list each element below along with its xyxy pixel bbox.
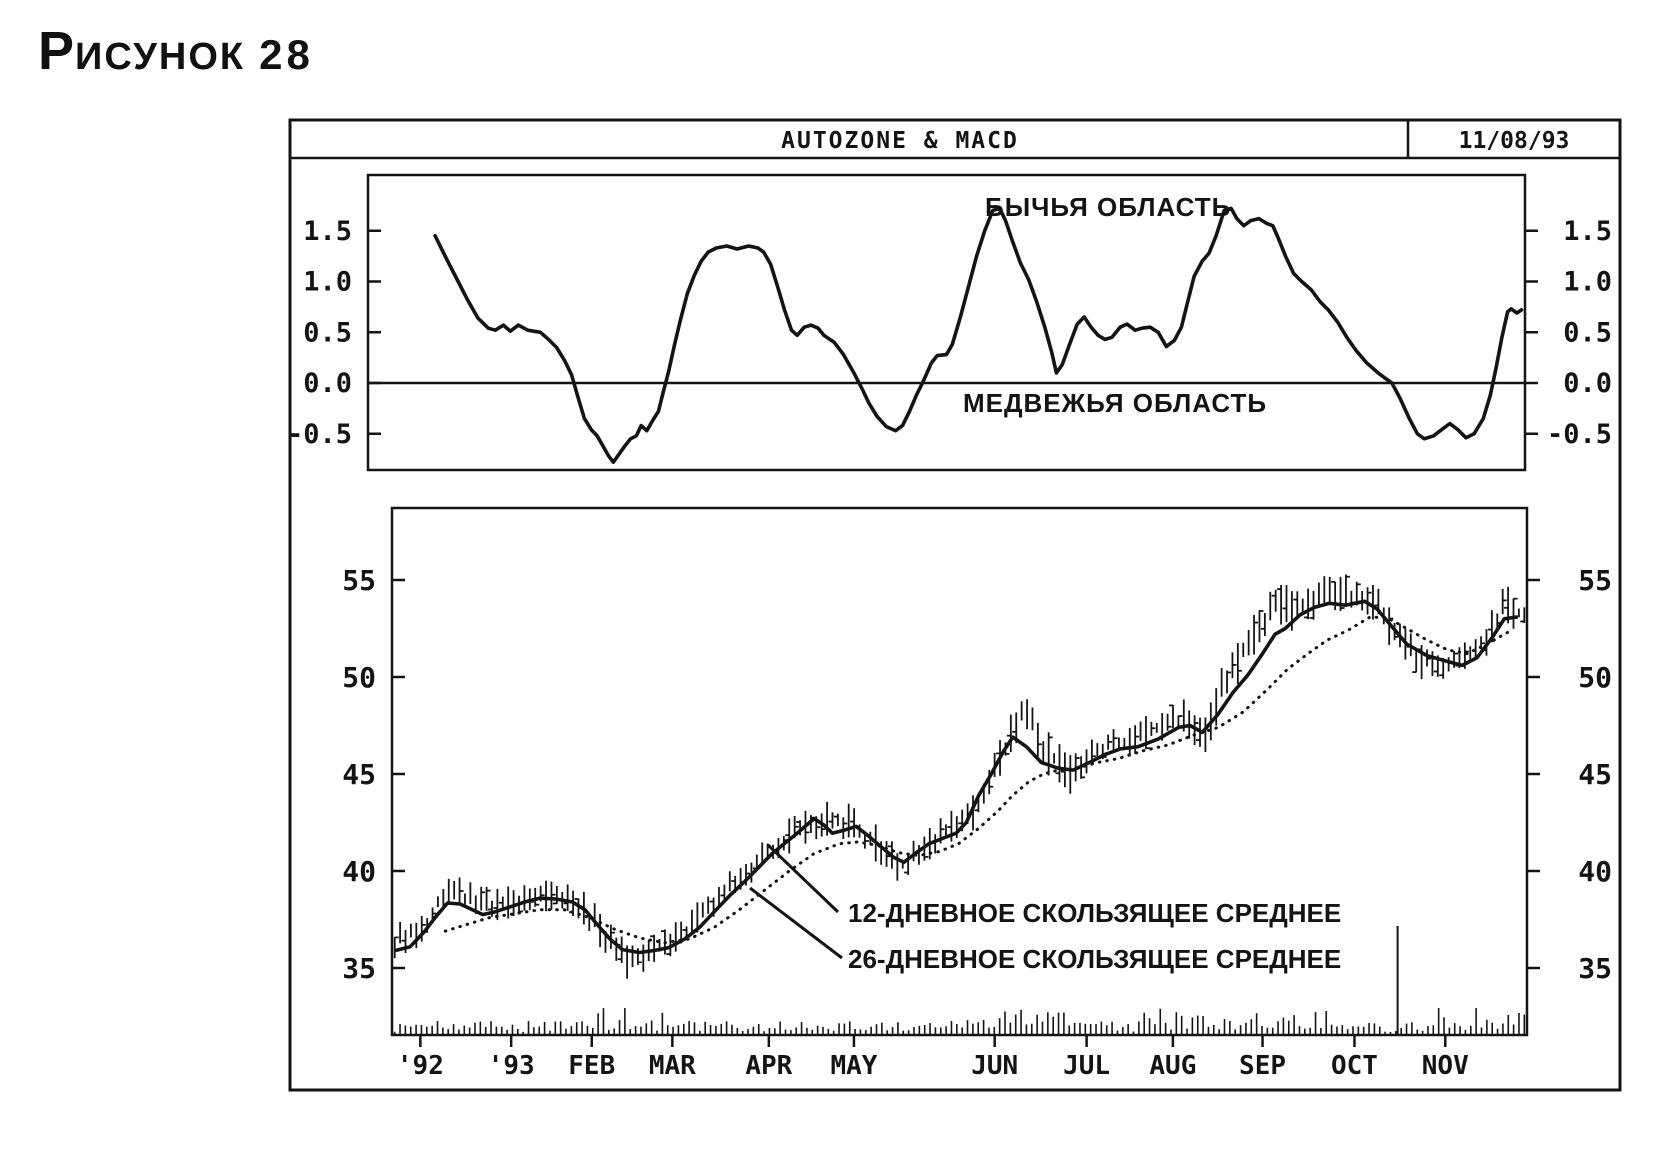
- month-label: MAR: [649, 1051, 696, 1081]
- macd-y-label-right: 0.5: [1563, 317, 1612, 348]
- ma26-line: [443, 615, 1513, 945]
- ma12-pointer-line: [766, 843, 840, 914]
- month-label: '93: [488, 1051, 535, 1081]
- price-y-label-left: 50: [342, 661, 376, 694]
- ma12-label: 12-ДНЕВНОЕ СКОЛЬЗЯЩЕЕ СРЕДНЕЕ: [848, 898, 1341, 928]
- macd-y-label-right: -0.5: [1547, 419, 1612, 450]
- bullish-area-label: БЫЧЬЯ ОБЛАСТЬ: [985, 192, 1231, 222]
- price-y-label-right: 50: [1578, 661, 1612, 694]
- month-label: MAY: [830, 1051, 877, 1081]
- month-label: '92: [397, 1051, 444, 1081]
- figure-title-initial: Р: [38, 21, 76, 81]
- price-y-label-right: 45: [1578, 758, 1612, 791]
- ma26-label: 26-ДНЕВНОЕ СКОЛЬЗЯЩЕЕ СРЕДНЕЕ: [848, 944, 1341, 974]
- chart-date: 11/08/93: [1459, 128, 1570, 154]
- macd-y-label-left: 0.5: [303, 317, 352, 348]
- macd-panel-border: [366, 173, 1527, 472]
- price-y-label-left: 55: [342, 564, 376, 597]
- price-y-label-right: 40: [1578, 855, 1612, 888]
- macd-y-label-left: -0.5: [287, 419, 352, 450]
- macd-y-label-right: 0.0: [1563, 368, 1612, 399]
- figure-title-word: ИСУНОК: [75, 36, 246, 78]
- figure-number: 28: [259, 31, 314, 78]
- price-y-label-left: 35: [342, 952, 376, 985]
- price-y-label-left: 45: [342, 758, 376, 791]
- volume-hash-marks: [393, 926, 1526, 1034]
- figure-border: [288, 118, 1622, 1092]
- ma26-pointer-line: [749, 886, 843, 960]
- ma12-line: [394, 599, 1519, 955]
- macd-y-label-left: 1.5: [303, 216, 352, 247]
- month-label: NOV: [1422, 1051, 1469, 1081]
- price-y-label-left: 40: [342, 855, 376, 888]
- month-label: AUG: [1149, 1051, 1196, 1081]
- month-label: JUN: [971, 1051, 1018, 1081]
- bearish-area-label: МЕДВЕЖЬЯ ОБЛАСТЬ: [963, 388, 1267, 418]
- price-panel-border: [390, 506, 1529, 1037]
- macd-y-label-left: 0.0: [303, 368, 352, 399]
- month-label: FEB: [568, 1051, 615, 1081]
- price-y-label-right: 55: [1578, 564, 1612, 597]
- month-label: SEP: [1239, 1051, 1286, 1081]
- month-label: OCT: [1331, 1051, 1378, 1081]
- macd-y-label-right: 1.5: [1563, 216, 1612, 247]
- month-label: JUL: [1063, 1051, 1110, 1081]
- chart-title: AUTOZONE & MACD: [781, 128, 1019, 154]
- price-axis-ticks: 55 55 50 50 45 45 40 40 35 35 '92 '93 FEB MAR APR MAY JU…: [342, 564, 1612, 1081]
- macd-axis-ticks: 1.5 1.5 1.0 1.0 0.5 0.5 0.0 0.0 -0.5 -0.5: [287, 216, 1612, 450]
- macd-line: [433, 206, 1524, 465]
- macd-y-label-left: 1.0: [303, 267, 352, 298]
- month-label: APR: [745, 1051, 792, 1081]
- macd-y-label-right: 1.0: [1563, 267, 1612, 298]
- figure-title: Р ИСУНОК 28: [38, 20, 314, 82]
- price-y-label-right: 35: [1578, 952, 1612, 985]
- moving-average-lines: [394, 599, 1519, 955]
- macd-line-group: [433, 206, 1524, 465]
